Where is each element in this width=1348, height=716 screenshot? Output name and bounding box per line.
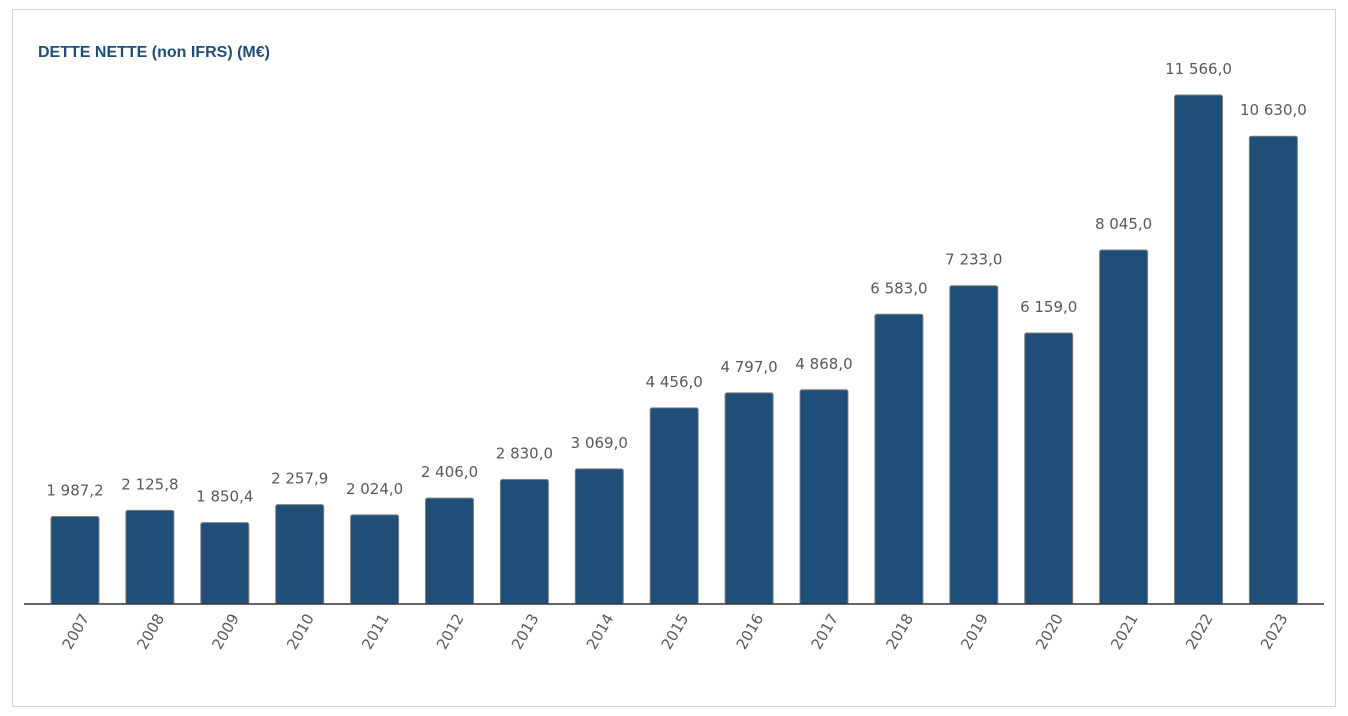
bar-2007 <box>50 516 100 605</box>
value-label-2017: 4 868,0 <box>795 355 852 373</box>
x-tick-label-2011: 2011 <box>358 611 393 653</box>
value-label-2010: 2 257,9 <box>271 470 328 488</box>
bar-2012 <box>425 497 474 605</box>
bar-2008 <box>125 509 175 605</box>
bar-2013 <box>499 479 549 605</box>
value-label-2009: 1 850,4 <box>196 488 253 506</box>
x-tick-label-2008: 2008 <box>133 611 168 653</box>
value-label-2014: 3 069,0 <box>571 434 628 452</box>
bar-2021 <box>1099 249 1149 605</box>
x-tick-label-2007: 2007 <box>58 611 93 653</box>
value-label-2019: 7 233,0 <box>945 251 1002 269</box>
bar-2020 <box>1024 332 1074 605</box>
x-tick-label-2017: 2017 <box>807 611 842 653</box>
value-label-2008: 2 125,8 <box>121 475 178 493</box>
bar-2022 <box>1174 94 1223 605</box>
bar-2018 <box>874 313 924 605</box>
bar-2009 <box>200 522 250 605</box>
bar-2017 <box>799 389 849 605</box>
x-tick-label-2020: 2020 <box>1032 611 1067 653</box>
x-tick-label-2019: 2019 <box>957 611 992 653</box>
bar-2023 <box>1248 135 1298 605</box>
value-label-2016: 4 797,0 <box>720 358 777 376</box>
x-tick-label-2023: 2023 <box>1257 611 1292 653</box>
value-label-2011: 2 024,0 <box>346 480 403 498</box>
bar-2010 <box>275 504 325 605</box>
bar-2014 <box>574 468 624 605</box>
value-label-2013: 2 830,0 <box>496 445 553 463</box>
value-labels-group: 1 987,2 2 125,8 1 850,4 2 257,9 2 024,0 2 406… <box>46 60 1306 506</box>
x-tick-label-2012: 2012 <box>433 611 468 653</box>
bar-2015 <box>649 407 699 605</box>
x-tick-label-2013: 2013 <box>508 611 543 653</box>
value-label-2015: 4 456,0 <box>646 373 703 391</box>
x-tick-label-2022: 2022 <box>1182 611 1217 653</box>
bar-2011 <box>350 514 400 605</box>
value-label-2012: 2 406,0 <box>421 463 478 481</box>
bar-2016 <box>724 392 774 605</box>
x-tick-labels-group: 2007 2008 2009 2010 2011 2012 2013 2014 2015 2016… <box>58 611 1291 653</box>
value-label-2022: 11 566,0 <box>1165 60 1232 78</box>
x-tick-label-2018: 2018 <box>882 611 917 653</box>
x-tick-label-2014: 2014 <box>583 611 618 653</box>
value-label-2007: 1 987,2 <box>46 482 103 500</box>
x-tick-label-2009: 2009 <box>208 611 243 653</box>
value-label-2018: 6 583,0 <box>870 279 927 297</box>
value-label-2023: 10 630,0 <box>1240 101 1307 119</box>
bar-2019 <box>949 285 999 605</box>
x-tick-label-2010: 2010 <box>283 611 318 653</box>
x-tick-label-2021: 2021 <box>1107 611 1142 653</box>
x-tick-label-2015: 2015 <box>658 611 693 653</box>
x-tick-label-2016: 2016 <box>733 611 768 653</box>
chart-title: DETTE NETTE (non IFRS) (M€) <box>38 44 270 61</box>
value-label-2020: 6 159,0 <box>1020 298 1077 316</box>
bars-group <box>50 94 1298 605</box>
value-label-2021: 8 045,0 <box>1095 215 1152 233</box>
